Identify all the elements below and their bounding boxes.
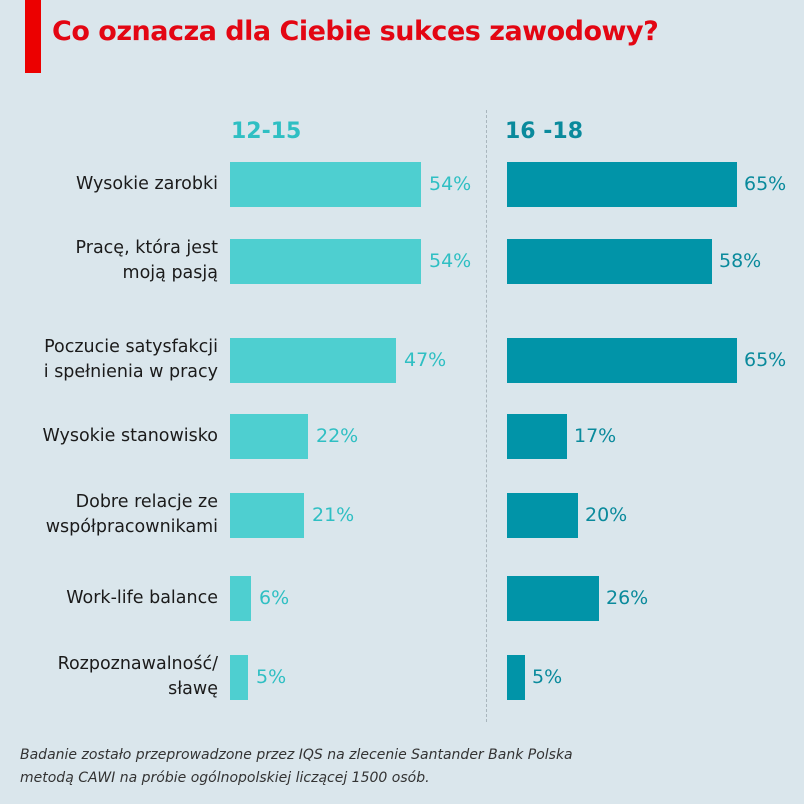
category-label: Poczucie satysfakcji i spełnienia w pracy	[0, 335, 218, 385]
bar-16-18	[507, 576, 599, 621]
category-label-line-1: Wysokie zarobki	[75, 174, 218, 194]
category-label-line-1: Rozpoznawalność/	[57, 654, 218, 674]
value-label-12-15: 6%	[259, 587, 290, 609]
category-label: Wysokie zarobki	[0, 172, 218, 197]
bar-16-18	[507, 239, 712, 284]
bar-12-15	[230, 493, 304, 538]
bar-12-15	[230, 655, 248, 700]
category-label-line-2: sławę	[168, 679, 218, 699]
value-label-12-15: 54%	[429, 250, 472, 272]
bar-12-15	[230, 162, 421, 207]
value-label-16-18: 65%	[744, 349, 787, 371]
category-label: Work-life balance	[0, 586, 218, 611]
value-label-16-18: 26%	[606, 587, 649, 609]
category-label-line-1: Poczucie satysfakcji	[44, 337, 218, 357]
series-header-12-15: 12-15	[231, 119, 302, 144]
value-label-16-18: 5%	[532, 666, 563, 688]
value-label-16-18: 58%	[719, 250, 762, 272]
column-divider	[486, 110, 487, 722]
bar-12-15	[230, 338, 396, 383]
value-label-12-15: 54%	[429, 173, 472, 195]
category-label-line-2: współpracownikami	[45, 517, 218, 537]
bar-16-18	[507, 162, 737, 207]
category-label: Dobre relacje ze współpracownikami	[0, 490, 218, 540]
bar-16-18	[507, 338, 737, 383]
value-label-12-15: 47%	[404, 349, 447, 371]
footnote-line-1: Badanie zostało przeprowadzone przez IQS…	[20, 747, 573, 763]
value-label-16-18: 65%	[744, 173, 787, 195]
category-label-line-1: Pracę, która jest	[75, 238, 218, 258]
category-label: Pracę, która jest moją pasją	[0, 236, 218, 286]
bar-16-18	[507, 414, 567, 459]
bar-12-15	[230, 414, 308, 459]
value-label-12-15: 21%	[312, 504, 355, 526]
series-header-16-18: 16 -18	[505, 119, 584, 144]
bar-16-18	[507, 493, 578, 538]
category-label: Wysokie stanowisko	[0, 424, 218, 449]
category-label-line-1: Wysokie stanowisko	[42, 426, 218, 446]
value-label-16-18: 20%	[585, 504, 628, 526]
value-label-12-15: 22%	[316, 425, 359, 447]
chart-title: Co oznacza dla Ciebie sukces zawodowy?	[52, 16, 659, 47]
bar-16-18	[507, 655, 525, 700]
category-label-line-2: moją pasją	[122, 263, 218, 283]
bar-12-15	[230, 576, 251, 621]
bar-12-15	[230, 239, 421, 284]
footnote: Badanie zostało przeprowadzone przez IQS…	[20, 744, 573, 790]
category-label-line-1: Work-life balance	[66, 588, 218, 608]
footnote-line-2: metodą CAWI na próbie ogólnopolskiej lic…	[20, 770, 430, 786]
accent-bar	[25, 0, 41, 73]
category-label-line-2: i spełnienia w pracy	[43, 362, 218, 382]
value-label-16-18: 17%	[574, 425, 617, 447]
category-label-line-1: Dobre relacje ze	[75, 492, 218, 512]
category-label: Rozpoznawalność/sławę	[0, 652, 218, 702]
value-label-12-15: 5%	[256, 666, 287, 688]
